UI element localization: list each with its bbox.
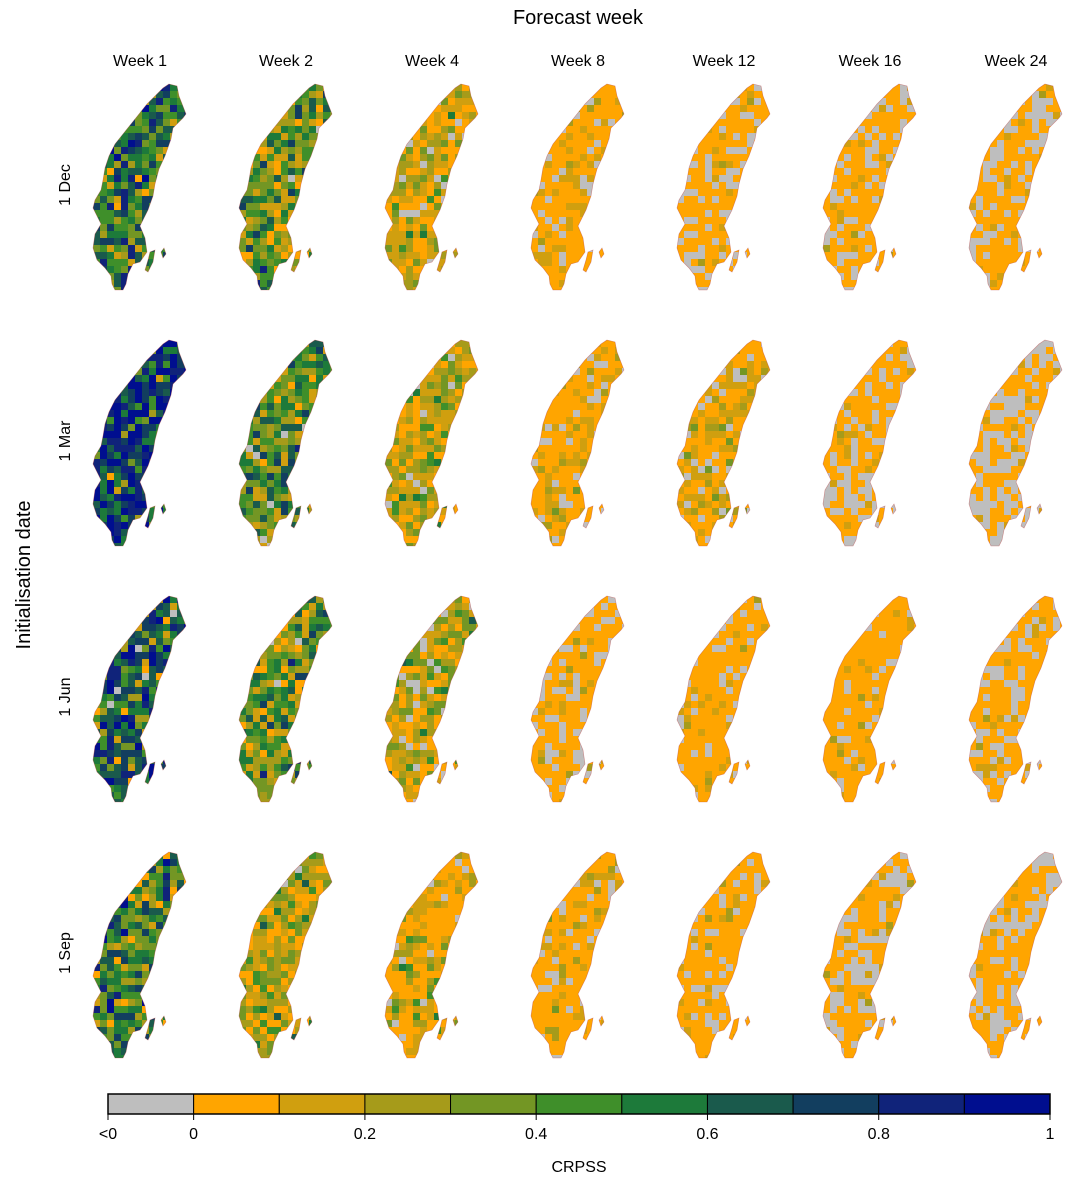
row-label: 1 Sep bbox=[57, 932, 74, 974]
map-panel bbox=[530, 339, 625, 547]
colorbar-swatch bbox=[792, 1093, 880, 1115]
map-panel bbox=[822, 851, 917, 1059]
colorbar-tick-label: 0.8 bbox=[868, 1126, 890, 1143]
column-header: Week 8 bbox=[551, 53, 605, 70]
colorbar-swatch bbox=[535, 1093, 623, 1115]
colorbar-swatch bbox=[193, 1093, 280, 1115]
map-panel bbox=[968, 851, 1063, 1059]
colorbar-swatch bbox=[878, 1093, 965, 1115]
row-label: 1 Mar bbox=[57, 420, 74, 462]
map-panel bbox=[92, 851, 187, 1059]
colorbar-tick-label: 0 bbox=[189, 1126, 198, 1143]
map-panel bbox=[384, 339, 479, 547]
map-panel bbox=[822, 339, 917, 547]
colorbar-tick-label: 0.4 bbox=[525, 1126, 547, 1143]
map-panel bbox=[968, 595, 1063, 803]
map-panel bbox=[676, 851, 771, 1059]
map-panel bbox=[968, 339, 1063, 547]
colorbar-swatch bbox=[963, 1093, 1051, 1115]
colorbar-swatch bbox=[107, 1093, 195, 1115]
map-panel bbox=[968, 83, 1063, 291]
column-header: Week 12 bbox=[693, 53, 756, 70]
colorbar-tick-label: 0.2 bbox=[354, 1126, 376, 1143]
map-panel bbox=[92, 339, 187, 547]
column-headers: Week 1 Week 2 Week 4 Week 8 Week 12 Week 16 We… bbox=[113, 53, 1048, 70]
row-labels: 1 Dec 1 Mar 1 Jun 1 Sep bbox=[57, 164, 74, 974]
y-axis-title: Initialisation date bbox=[13, 501, 35, 650]
column-header: Week 24 bbox=[985, 53, 1048, 70]
colorbar-swatch bbox=[364, 1093, 452, 1115]
map-panel bbox=[238, 83, 333, 291]
map-panel bbox=[530, 851, 625, 1059]
map-panel bbox=[238, 851, 333, 1059]
column-header: Week 1 bbox=[113, 53, 167, 70]
map-panel bbox=[676, 339, 771, 547]
map-panel bbox=[384, 83, 479, 291]
map-panel bbox=[822, 83, 917, 291]
colorbar-swatch bbox=[450, 1093, 537, 1115]
colorbar-tick-label: <0 bbox=[99, 1126, 117, 1143]
map-panel bbox=[822, 595, 917, 803]
map-panels bbox=[92, 83, 1063, 1059]
row-label: 1 Dec bbox=[57, 164, 74, 206]
map-panel bbox=[92, 595, 187, 803]
map-panel bbox=[384, 851, 479, 1059]
colorbar-swatch bbox=[706, 1093, 794, 1115]
map-panel bbox=[530, 83, 625, 291]
colorbar-tick-label: 1 bbox=[1046, 1126, 1055, 1143]
map-panel bbox=[92, 83, 187, 291]
map-panel bbox=[676, 595, 771, 803]
colorbar-swatch bbox=[621, 1093, 708, 1115]
column-header: Week 2 bbox=[259, 53, 313, 70]
colorbar-swatch bbox=[278, 1093, 366, 1115]
map-panel bbox=[384, 595, 479, 803]
map-panel bbox=[238, 595, 333, 803]
column-header: Week 4 bbox=[405, 53, 459, 70]
map-panel bbox=[238, 339, 333, 547]
figure-title: Forecast week bbox=[513, 7, 644, 29]
map-panel bbox=[676, 83, 771, 291]
map-panel bbox=[530, 595, 625, 803]
colorbar-tick-label: 0.6 bbox=[696, 1126, 718, 1143]
colorbar: <0 0 0.2 0.4 0.6 0.8 1 bbox=[99, 1093, 1055, 1143]
column-header: Week 16 bbox=[839, 53, 902, 70]
row-label: 1 Jun bbox=[57, 677, 74, 716]
colorbar-label: CRPSS bbox=[551, 1159, 606, 1176]
